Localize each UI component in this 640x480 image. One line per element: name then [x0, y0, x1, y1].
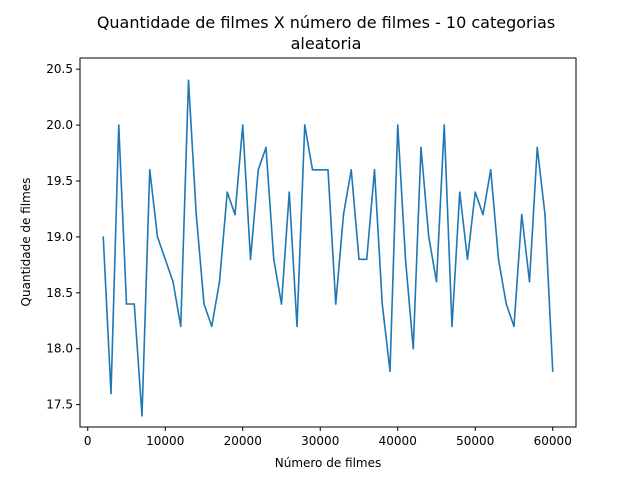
data-point [203, 303, 205, 305]
data-point [133, 303, 136, 305]
y-tick-label: 17.5 [46, 398, 73, 412]
y-tick-label: 20.5 [46, 62, 73, 76]
data-point [257, 169, 260, 171]
data-point [443, 124, 446, 126]
data-point [187, 79, 190, 82]
data-point [342, 213, 345, 216]
data-point [249, 258, 252, 261]
data-point [520, 213, 523, 216]
y-axis-ticks: 17.5 18.0 18.5 19.0 19.5 20.0 20.5 [46, 62, 80, 412]
data-point [489, 169, 492, 171]
data-point [505, 303, 508, 305]
data-point [334, 303, 337, 305]
data-point [117, 124, 120, 126]
data-point [350, 169, 353, 171]
data-point [210, 325, 213, 328]
data-point [218, 280, 221, 283]
y-tick-label: 18.0 [46, 342, 73, 356]
chart-title-line-2: aleatoria [291, 34, 362, 53]
x-tick-label: 30000 [301, 434, 339, 448]
data-point [125, 303, 128, 305]
data-point [296, 325, 298, 328]
plot-area [102, 79, 554, 417]
data-point [195, 213, 198, 216]
x-tick-label: 20000 [224, 434, 262, 448]
data-point [179, 325, 182, 328]
data-point [241, 124, 244, 126]
data-point [141, 415, 143, 417]
x-axis-label: Número de filmes [275, 456, 382, 470]
data-point [513, 325, 515, 328]
data-point [412, 347, 415, 350]
data-point [528, 280, 531, 283]
chart-title-line-1: Quantidade de filmes X número de filmes … [97, 13, 555, 32]
data-point [172, 280, 174, 283]
data-point [327, 169, 329, 171]
x-tick-label: 10000 [146, 434, 184, 448]
data-point [551, 370, 554, 372]
data-point [466, 258, 469, 261]
x-tick-label: 0 [84, 434, 92, 448]
data-point [536, 146, 539, 149]
x-axis-ticks: 0 10000 20000 30000 40000 50000 60000 [84, 427, 572, 448]
data-point [110, 392, 112, 395]
data-point [272, 258, 275, 261]
data-point [280, 303, 283, 305]
y-tick-label: 18.5 [46, 286, 73, 300]
data-point [265, 146, 267, 149]
data-point [288, 191, 291, 193]
data-point [482, 213, 484, 216]
data-point [396, 124, 399, 126]
data-point [365, 258, 368, 261]
y-axis-label: Quantidade de filmes [19, 178, 33, 307]
data-point [451, 325, 453, 328]
axes-frame [79, 57, 577, 428]
data-point [458, 191, 461, 193]
data-point [164, 258, 167, 261]
y-tick-label: 19.5 [46, 174, 73, 188]
data-point [544, 213, 546, 216]
y-tick-label: 20.0 [46, 118, 73, 132]
x-tick-label: 50000 [456, 434, 494, 448]
x-tick-label: 60000 [534, 434, 572, 448]
data-point [319, 169, 322, 171]
data-point [156, 236, 159, 238]
data-point [226, 191, 229, 193]
data-point [497, 258, 500, 261]
y-tick-label: 19.0 [46, 230, 73, 244]
data-point [102, 236, 105, 238]
data-point [474, 191, 477, 193]
data-point [435, 280, 438, 283]
data-point [420, 146, 422, 149]
data-point [404, 258, 407, 261]
data-point [303, 124, 306, 126]
x-tick-label: 40000 [379, 434, 417, 448]
data-point [389, 370, 391, 372]
data-point [381, 303, 384, 305]
data-point [373, 169, 376, 171]
data-point [148, 169, 151, 171]
data-point [427, 236, 430, 238]
data-point [358, 258, 360, 261]
data-point [234, 213, 236, 216]
data-point [311, 169, 314, 171]
